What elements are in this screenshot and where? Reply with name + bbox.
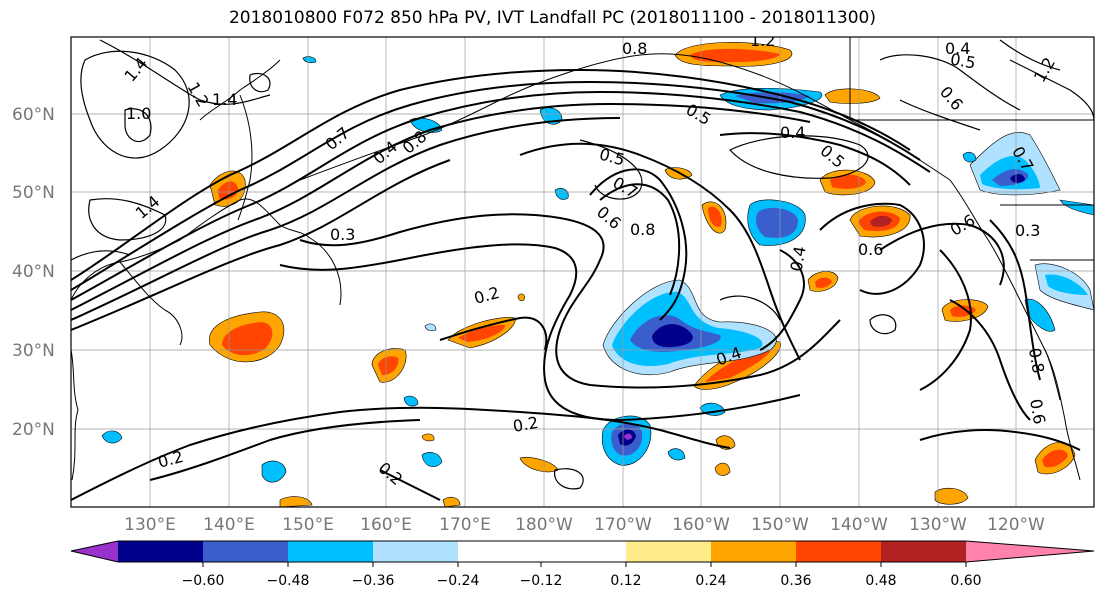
map-title: 2018010800 F072 850 hPa PV, IVT Landfall…	[228, 8, 876, 28]
contour-label: 1.4	[212, 90, 237, 109]
colorbar-segment	[118, 541, 203, 562]
colorbar-tick-label: 0.36	[780, 573, 811, 589]
colorbar-segment	[626, 541, 711, 562]
contour-label: 0.8	[622, 39, 647, 58]
pv-contours	[71, 39, 1094, 490]
colorbar-extension-low	[71, 541, 118, 562]
colorbar: −0.60 −0.48 −0.36 −0.24 −0.12 0.12 0.24 …	[70, 540, 1095, 589]
colorbar-tick-label: −0.48	[267, 573, 310, 589]
colorbar-tick-label: −0.24	[437, 573, 480, 589]
colorbar-tick-label: 0.60	[950, 573, 981, 589]
lon-label: 140°W	[830, 515, 888, 535]
lon-label: 140°E	[203, 515, 255, 535]
colorbar-tick-label: −0.60	[182, 573, 225, 589]
lon-label: 150°W	[751, 515, 809, 535]
map-content: 1.4 1.0 1.2 1.4 1.4 0.7 0.4 0.8 0.3 0.2 …	[71, 31, 1094, 507]
colorbar-segment	[881, 541, 966, 562]
major-pv-contours	[71, 68, 1081, 501]
contour-label: 1.0	[126, 104, 151, 123]
contour-label: 0.8	[630, 220, 655, 239]
contour-label: 1.2	[750, 31, 775, 50]
contour-label: 0.3	[330, 225, 355, 244]
colorbar-tick-label: 0.24	[695, 573, 726, 589]
colorbar-segment	[373, 541, 458, 562]
colorbar-segment	[458, 541, 541, 562]
lat-label: 50°N	[12, 183, 55, 203]
graticule	[71, 37, 1094, 507]
colorbar-tick-label: 0.48	[865, 573, 896, 589]
contour-label: 0.6	[1026, 397, 1049, 425]
contour-label: 0.5	[949, 49, 977, 72]
lon-label: 130°E	[124, 515, 176, 535]
contour-label: 0.3	[1015, 221, 1040, 240]
lon-label: 130°W	[909, 515, 967, 535]
contour-label: 0.4	[780, 123, 805, 142]
lon-label: 170°E	[439, 515, 491, 535]
negative-anomaly-fields	[101, 56, 1094, 483]
colorbar-segment	[796, 541, 881, 562]
longitude-labels: 130°E 140°E 150°E 160°E 170°E 180°W 170°…	[124, 515, 1045, 535]
contour-label: 0.2	[511, 413, 539, 436]
latitude-labels: 60°N 50°N 40°N 30°N 20°N	[12, 105, 55, 440]
map-frame	[70, 36, 1095, 508]
lat-label: 40°N	[12, 262, 55, 282]
colorbar-extension-high	[966, 541, 1094, 562]
lat-label: 60°N	[12, 105, 55, 125]
contour-label: 0.4	[787, 245, 810, 273]
colorbar-segment	[711, 541, 796, 562]
lat-label: 20°N	[12, 420, 55, 440]
colorbar-tick-label: −0.36	[352, 573, 395, 589]
positive-anomaly-fields	[209, 42, 1076, 507]
lon-label: 150°E	[282, 515, 334, 535]
lon-label: 160°W	[672, 515, 730, 535]
colorbar-segment	[541, 541, 626, 562]
contour-label: 0.8	[1025, 346, 1048, 374]
contour-label: 0.6	[858, 240, 883, 259]
lon-label: 180°W	[515, 515, 573, 535]
lon-label: 120°W	[987, 515, 1045, 535]
lat-label: 30°N	[12, 341, 55, 361]
colorbar-tick-label: 0.12	[610, 573, 641, 589]
contour-label: 0.4	[945, 39, 970, 58]
colorbar-segment	[203, 541, 288, 562]
lon-label: 170°W	[594, 515, 652, 535]
colorbar-tick-label: −0.12	[520, 573, 563, 589]
colorbar-segment	[288, 541, 373, 562]
lon-label: 160°E	[360, 515, 412, 535]
